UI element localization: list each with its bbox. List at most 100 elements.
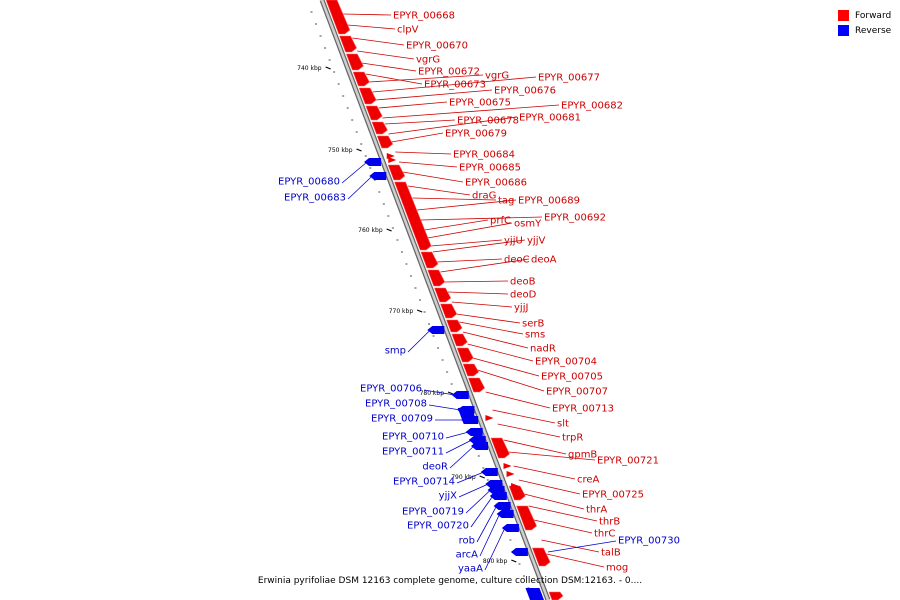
forward-gene-label: serB [522, 318, 544, 329]
forward-gene-label: yjjV [527, 235, 545, 246]
forward-leader-line [492, 409, 556, 424]
forward-leader-line [440, 258, 530, 273]
forward-leader-line [368, 74, 484, 83]
forward-gene-label: EPYR_00672 [418, 66, 480, 77]
legend-reverse-swatch [838, 25, 849, 36]
forward-gene-label: EPYR_00679 [445, 128, 507, 139]
forward-leader-line [424, 219, 489, 231]
tick-label: 790 kbp [451, 474, 476, 481]
reverse-gene-label: EPYR_00711 [382, 446, 444, 457]
reverse-gene-label: EPYR_00730 [618, 535, 680, 546]
tick-layer: 740 kbp 750 kbp 760 kbp 770 kbp 780 kbp 790 k… [297, 11, 530, 589]
forward-feature [467, 377, 486, 393]
reverse-feature [501, 524, 519, 532]
forward-gene-label: nadR [530, 343, 556, 354]
reverse-leader-line [449, 445, 475, 469]
reverse-leader-line [445, 431, 469, 439]
forward-leader-line [541, 539, 600, 553]
forward-leader-line [391, 132, 444, 143]
forward-leader-line [436, 258, 503, 263]
forward-gene-label: EPYR_00676 [494, 85, 556, 96]
forward-leader-line [459, 321, 524, 335]
forward-gene-label: EPYR_00692 [544, 212, 606, 223]
forward-leader-line [533, 519, 593, 534]
forward-feature [440, 303, 458, 319]
forward-feature [503, 463, 512, 469]
forward-gene-label: thrA [586, 504, 607, 515]
reverse-gene-label: EPYR_00680 [278, 176, 340, 187]
forward-leader-line [357, 50, 415, 60]
tick-mark [416, 309, 423, 313]
reverse-gene-label: EPYR_00708 [365, 398, 427, 409]
forward-leader-line [456, 313, 521, 324]
reverse-feature [510, 548, 528, 556]
forward-gene-label: trpR [562, 432, 583, 443]
reverse-feature [489, 492, 507, 500]
forward-feature [490, 437, 510, 459]
tick-label: 770 kbp [389, 308, 414, 315]
reverse-leader-line [423, 389, 455, 396]
reverse-feature [451, 391, 469, 399]
forward-gene-label: creA [577, 474, 600, 485]
tick-label: 800 kbp [483, 558, 508, 565]
reverse-leader-line [470, 495, 494, 528]
forward-gene-label: deoD [510, 289, 537, 300]
forward-leader-line [375, 89, 493, 101]
forward-feature [548, 591, 564, 600]
forward-gene-label: talB [601, 547, 621, 558]
reverse-feature [364, 158, 382, 166]
reverse-gene-label: EPYR_00714 [393, 476, 455, 487]
reverse-gene-label: yjjX [439, 490, 457, 501]
reverse-leader-line [465, 489, 491, 514]
forward-leader-line [462, 331, 529, 349]
reverse-gene-label: rob [459, 535, 475, 546]
forward-gene-label: EPYR_00685 [459, 162, 521, 173]
label-layer: EPYR_00668clpVEPYR_00670vgrGEPYR_00672EP… [278, 10, 680, 574]
reverse-feature [427, 326, 445, 334]
tick-mark [479, 475, 485, 479]
forward-feature [427, 269, 446, 287]
forward-gene-label: mog [606, 562, 628, 573]
forward-gene-label: EPYR_00713 [552, 403, 614, 414]
forward-feature [345, 53, 364, 71]
forward-leader-line [451, 301, 513, 308]
reverse-gene-label: EPYR_00709 [371, 413, 433, 424]
forward-gene-label: deoC [504, 254, 530, 265]
forward-gene-label: EPYR_00704 [535, 356, 597, 367]
reverse-leader-line [484, 527, 506, 571]
reverse-feature [369, 172, 387, 180]
reverse-gene-label: EPYR_00720 [407, 520, 469, 531]
forward-feature [352, 71, 370, 87]
forward-gene-label: thrB [599, 516, 620, 527]
forward-leader-line [477, 369, 545, 392]
legend-reverse: Reverse [838, 23, 891, 38]
forward-leader-line [365, 73, 423, 85]
forward-gene-label: gpmB [568, 449, 597, 460]
tick-mark [511, 559, 517, 563]
forward-gene-label: EPYR_00675 [449, 97, 511, 108]
forward-feature [420, 251, 439, 269]
reverse-gene-label: EPYR_00719 [402, 506, 464, 517]
forward-gene-label: EPYR_00689 [518, 195, 580, 206]
reverse-gene-label: EPYR_00710 [382, 431, 444, 442]
forward-leader-line [402, 171, 464, 183]
reverse-leader-line [407, 329, 431, 353]
reverse-leader-line [341, 161, 368, 184]
reverse-gene-label: smp [385, 345, 406, 356]
legend-reverse-label: Reverse [855, 25, 892, 36]
forward-feature [451, 333, 468, 347]
forward-feature [388, 157, 397, 163]
forward-feature [511, 483, 520, 489]
forward-leader-line [427, 222, 513, 239]
tick-label: 750 kbp [328, 147, 353, 154]
reverse-gene-label: deoR [422, 461, 448, 472]
tick-label: 760 kbp [358, 227, 383, 234]
forward-gene-label: yjjJ [514, 302, 528, 313]
forward-leader-line [528, 505, 598, 522]
forward-leader-line [472, 357, 540, 377]
forward-leader-line [378, 101, 448, 109]
genome-backbone [319, 0, 551, 600]
forward-leader-line [352, 37, 405, 46]
forward-feature [446, 319, 463, 333]
forward-feature [387, 164, 406, 181]
